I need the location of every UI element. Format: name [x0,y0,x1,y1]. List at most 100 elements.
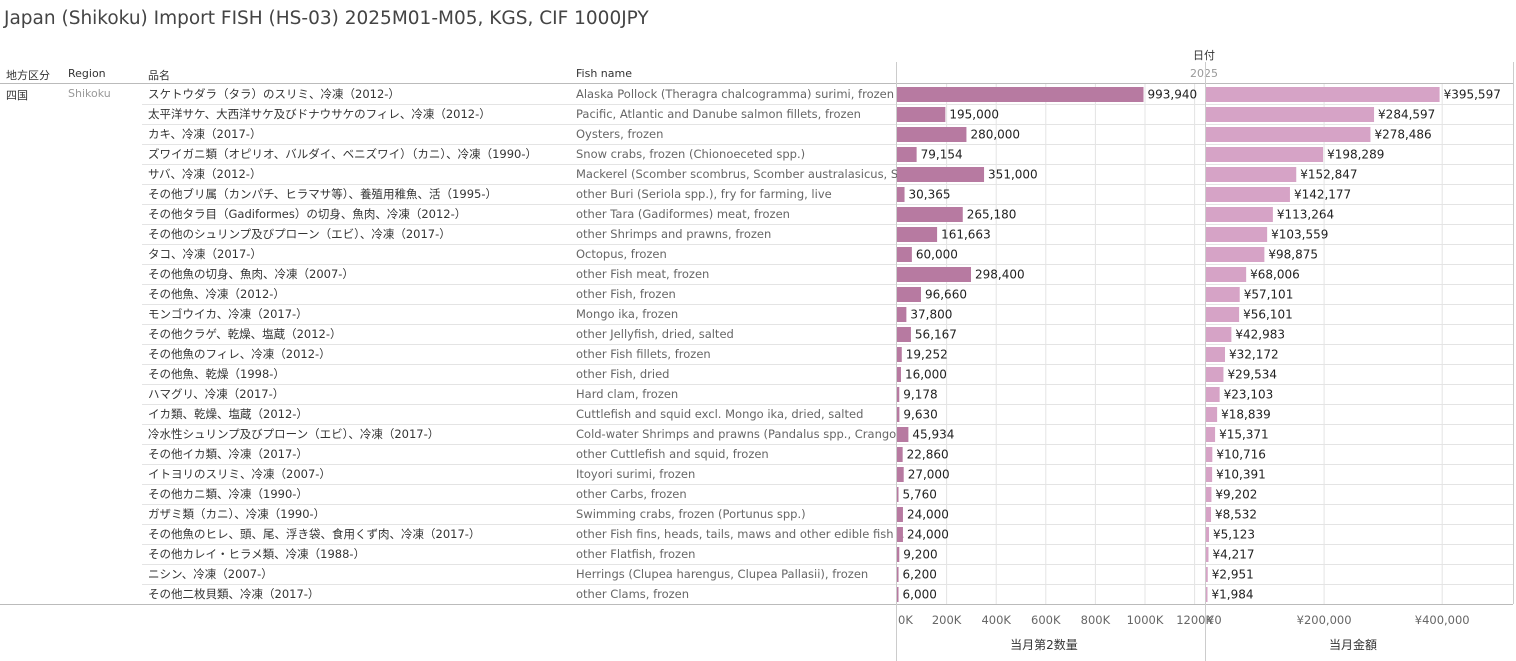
bar-value-label: ¥98,875 [1268,248,1318,262]
bar[interactable] [897,567,899,582]
bar[interactable] [897,247,912,262]
bar[interactable] [897,487,899,502]
bar-value-label: ¥395,597 [1444,88,1501,102]
region-column-header[interactable]: Region [68,67,106,80]
row-label-jp: ズワイガニ類（オピリオ、バルダイ、ベニズワイ）（カニ）、冷凍（1990-） [148,147,537,161]
bar[interactable] [1206,147,1324,162]
bar-value-label: ¥10,391 [1216,468,1266,482]
bar[interactable] [1206,407,1218,422]
bar-value-label: ¥68,006 [1250,268,1300,282]
bar[interactable] [1206,527,1210,542]
row-label-jp: その他クラゲ、乾燥、塩蔵（2012-） [148,327,342,341]
axis-title: 当月第2数量 [1010,637,1078,652]
bar-value-label: 993,940 [1147,88,1197,102]
bar[interactable] [1206,487,1212,502]
bar[interactable] [897,547,900,562]
bar[interactable] [897,147,917,162]
bar[interactable] [1206,207,1273,222]
axis-tick-label: ¥200,000 [1297,613,1352,627]
bar-value-label: ¥152,847 [1300,168,1357,182]
row-label-jp: その他魚のフィレ、冷凍（2012-） [148,347,331,361]
bar[interactable] [1206,87,1440,102]
bar[interactable] [1206,387,1220,402]
bar[interactable] [1206,367,1224,382]
row-label-jp: その他カニ類、冷凍（1990-） [148,487,308,501]
row-label-en: Snow crabs, frozen (Chionoeceted spp.) [576,147,805,161]
bar[interactable] [1206,507,1212,522]
year-header: 2025 [1190,67,1218,80]
bar[interactable] [897,467,904,482]
row-label-en: Itoyori surimi, frozen [576,467,695,481]
row-label-en: Swimming crabs, frozen (Portunus spp.) [576,507,806,521]
row-label-en: other Fish fillets, frozen [576,347,711,361]
bar-value-label: ¥42,983 [1235,328,1285,342]
row-label-en: other Shrimps and prawns, frozen [576,227,771,241]
bar[interactable] [897,87,1144,102]
row-label-en: Pacific, Atlantic and Danube salmon fill… [576,107,861,121]
en-name-column-header[interactable]: Fish name [576,67,632,80]
bar[interactable] [897,587,899,602]
bar-value-label: ¥142,177 [1294,188,1351,202]
bar[interactable] [1206,287,1240,302]
bar-value-label: 60,000 [916,248,958,262]
bar-value-label: ¥8,532 [1215,508,1257,522]
bar[interactable] [897,267,972,282]
bar[interactable] [897,527,903,542]
row-label-jp: その他魚の切身、魚肉、冷凍（2007-） [148,267,354,281]
bar[interactable] [1206,167,1297,182]
bar[interactable] [1206,267,1247,282]
jp-name-column-header[interactable]: 品名 [148,69,170,82]
bar[interactable] [897,187,905,202]
row-label-jp: その他二枚貝類、冷凍（2017-） [148,587,319,601]
bar[interactable] [897,127,967,142]
bar[interactable] [897,207,963,222]
bar-value-label: ¥29,534 [1227,368,1277,382]
bar-value-label: 30,365 [909,188,951,202]
bar[interactable] [897,367,901,382]
bar[interactable] [897,507,903,522]
bar[interactable] [1206,107,1375,122]
axis-tick-label: 1200K [1176,613,1213,627]
row-label-jp: その他魚のヒレ、頭、尾、浮き袋、食用くず肉、冷凍（2017-） [148,527,480,541]
bar[interactable] [897,347,902,362]
row-label-jp: その他魚、乾燥（1998-） [148,367,285,381]
axis-tick-label: ¥400,000 [1415,613,1470,627]
bar[interactable] [897,227,938,242]
bar-value-label: 37,800 [910,308,952,322]
bar[interactable] [1206,327,1232,342]
bar[interactable] [1206,127,1371,142]
bar[interactable] [897,427,909,442]
row-label-en: other Tara (Gadiformes) meat, frozen [576,207,790,221]
bar[interactable] [1206,567,1208,582]
bar-value-label: ¥32,172 [1229,348,1279,362]
bar[interactable] [1206,587,1208,602]
bar[interactable] [897,167,985,182]
bar[interactable] [897,307,907,322]
row-label-en: other Fish fins, heads, tails, maws and … [576,527,904,541]
bar[interactable] [897,447,903,462]
bar-value-label: 96,660 [925,288,967,302]
bar-value-label: ¥284,597 [1378,108,1435,122]
bar[interactable] [1206,187,1290,202]
bar[interactable] [1206,347,1225,362]
bar[interactable] [1206,467,1213,482]
bar-value-label: 298,400 [975,268,1025,282]
axis-tick-label: 600K [1031,613,1061,627]
bar[interactable] [1206,247,1265,262]
row-label-en: other Carbs, frozen [576,487,687,501]
bar[interactable] [897,327,911,342]
row-label-jp: モンゴウイカ、冷凍（2017-） [148,307,308,321]
bar[interactable] [897,287,921,302]
bar-value-label: 9,630 [903,408,937,422]
bar[interactable] [1206,547,1209,562]
bar[interactable] [1206,427,1216,442]
bar[interactable] [897,407,900,422]
bar[interactable] [897,107,946,122]
page-title: Japan (Shikoku) Import FISH (HS-03) 2025… [4,8,649,29]
bar[interactable] [1206,307,1240,322]
bar[interactable] [1206,227,1268,242]
bar-value-label: 351,000 [988,168,1038,182]
bar[interactable] [897,387,900,402]
area-column-header[interactable]: 地方区分 [6,69,50,82]
bar[interactable] [1206,447,1213,462]
